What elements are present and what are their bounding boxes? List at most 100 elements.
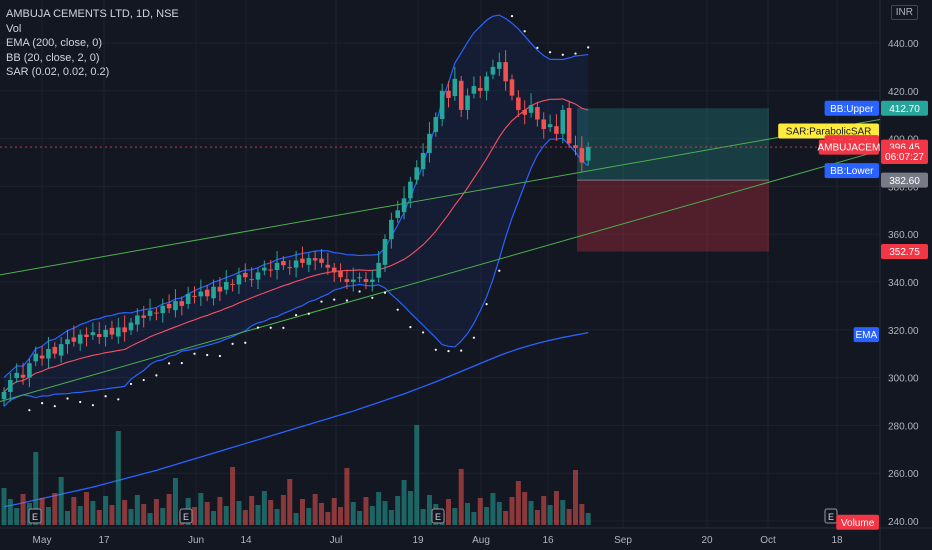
volume-bar — [566, 509, 572, 525]
sar-dot — [129, 382, 133, 386]
volume-bar — [534, 510, 540, 525]
volume-bar — [71, 497, 77, 525]
candle-body — [39, 355, 45, 359]
axis-price-tag: 352.75 — [881, 244, 928, 260]
volume-bar — [357, 511, 363, 525]
sar-dot — [206, 353, 209, 357]
candle — [262, 260, 267, 276]
candle — [446, 81, 451, 108]
candle-body — [389, 219, 394, 239]
candle — [585, 142, 591, 166]
volume-bar — [7, 499, 13, 525]
candle — [497, 52, 502, 76]
candle-body — [522, 109, 527, 115]
candle-body — [217, 286, 223, 292]
legend-symbol[interactable]: AMBUJA CEMENTS LTD, 1D, NSE — [6, 8, 179, 20]
sar-dot — [447, 349, 450, 353]
x-tick-label: Oct — [760, 535, 776, 546]
candle — [566, 100, 572, 149]
x-tick-label: May — [33, 535, 52, 546]
candle-body — [357, 277, 362, 279]
candle-body — [363, 279, 369, 282]
candle-body — [420, 152, 426, 170]
candle-body — [471, 86, 477, 94]
candle-body — [579, 148, 585, 163]
candle — [389, 212, 394, 249]
volume-bar — [319, 503, 324, 525]
candle-body — [65, 339, 70, 345]
volume-bar — [503, 511, 509, 525]
earnings-marker-label: E — [828, 512, 834, 522]
candle-body — [325, 264, 331, 268]
currency-badge[interactable]: INR — [890, 5, 918, 20]
earnings-marker-box — [28, 508, 42, 524]
candle — [109, 320, 115, 340]
sar-dot — [561, 53, 564, 56]
volume-bar — [58, 477, 64, 525]
y-tick-label: 420.00 — [888, 87, 919, 98]
volume-bar — [20, 494, 26, 525]
sar-dot — [498, 269, 501, 272]
sar-dot — [333, 298, 336, 301]
candle-body — [77, 334, 83, 344]
candle — [33, 346, 39, 367]
axis-price-tag-bg — [881, 244, 928, 260]
volume-bar — [45, 507, 51, 525]
volume-bar — [280, 495, 286, 525]
candle — [560, 105, 566, 144]
legend-sar[interactable]: SAR (0.02, 0.02, 0.2) — [6, 66, 110, 78]
candle-body — [516, 97, 521, 110]
candle — [198, 279, 204, 306]
volume-bar — [325, 512, 331, 525]
sar-dot — [295, 314, 298, 317]
candle — [370, 270, 375, 292]
candle — [223, 270, 229, 295]
candle — [306, 253, 312, 272]
sar-dot — [434, 348, 437, 351]
candle-body — [331, 267, 337, 273]
sar-dot — [79, 400, 82, 404]
candle — [376, 250, 381, 283]
axis-price-tag-bg — [881, 100, 928, 116]
candle — [58, 336, 64, 363]
candle-body — [547, 124, 553, 128]
candle — [490, 59, 496, 80]
legend-vol[interactable]: Vol — [6, 22, 22, 35]
volume-bar — [299, 499, 305, 525]
candle-body — [1, 391, 7, 400]
candle — [579, 136, 585, 173]
candle-body — [147, 310, 153, 316]
y-tick-label: 380.00 — [888, 182, 919, 193]
sar-dot — [41, 402, 44, 405]
volume-bar — [90, 501, 96, 525]
candle — [192, 286, 197, 304]
sar-dot — [422, 331, 425, 334]
volume-bar — [312, 494, 318, 525]
candle-body — [20, 374, 26, 378]
sar-dot — [549, 51, 552, 54]
series-tag-label: SAR:ParabolicSAR — [786, 127, 872, 138]
candle-body — [287, 267, 293, 269]
legend-ema[interactable]: EMA (200, close, 0) — [6, 37, 102, 49]
candle — [433, 112, 439, 137]
candle-body — [370, 279, 375, 282]
volume-bar — [287, 479, 293, 525]
candle — [535, 102, 540, 127]
x-tick-label: 14 — [240, 535, 252, 546]
y-tick-label: 340.00 — [888, 278, 919, 289]
volume-bar — [172, 478, 178, 525]
candle — [1, 387, 7, 407]
series-tag: BB:Upper — [824, 100, 879, 116]
axis-price-tag-label: 352.75 — [889, 247, 920, 258]
candle-body — [96, 334, 102, 337]
candle — [217, 277, 223, 302]
sar-dot — [536, 46, 539, 49]
legend-bb[interactable]: BB (20, close, 2, 0) — [6, 51, 100, 64]
candle-body — [433, 117, 439, 132]
candle-body — [109, 327, 115, 335]
candle-body — [14, 372, 19, 379]
candle-body — [376, 262, 381, 278]
candle — [281, 256, 286, 271]
series-tag: AMBUJACEM — [818, 139, 880, 155]
